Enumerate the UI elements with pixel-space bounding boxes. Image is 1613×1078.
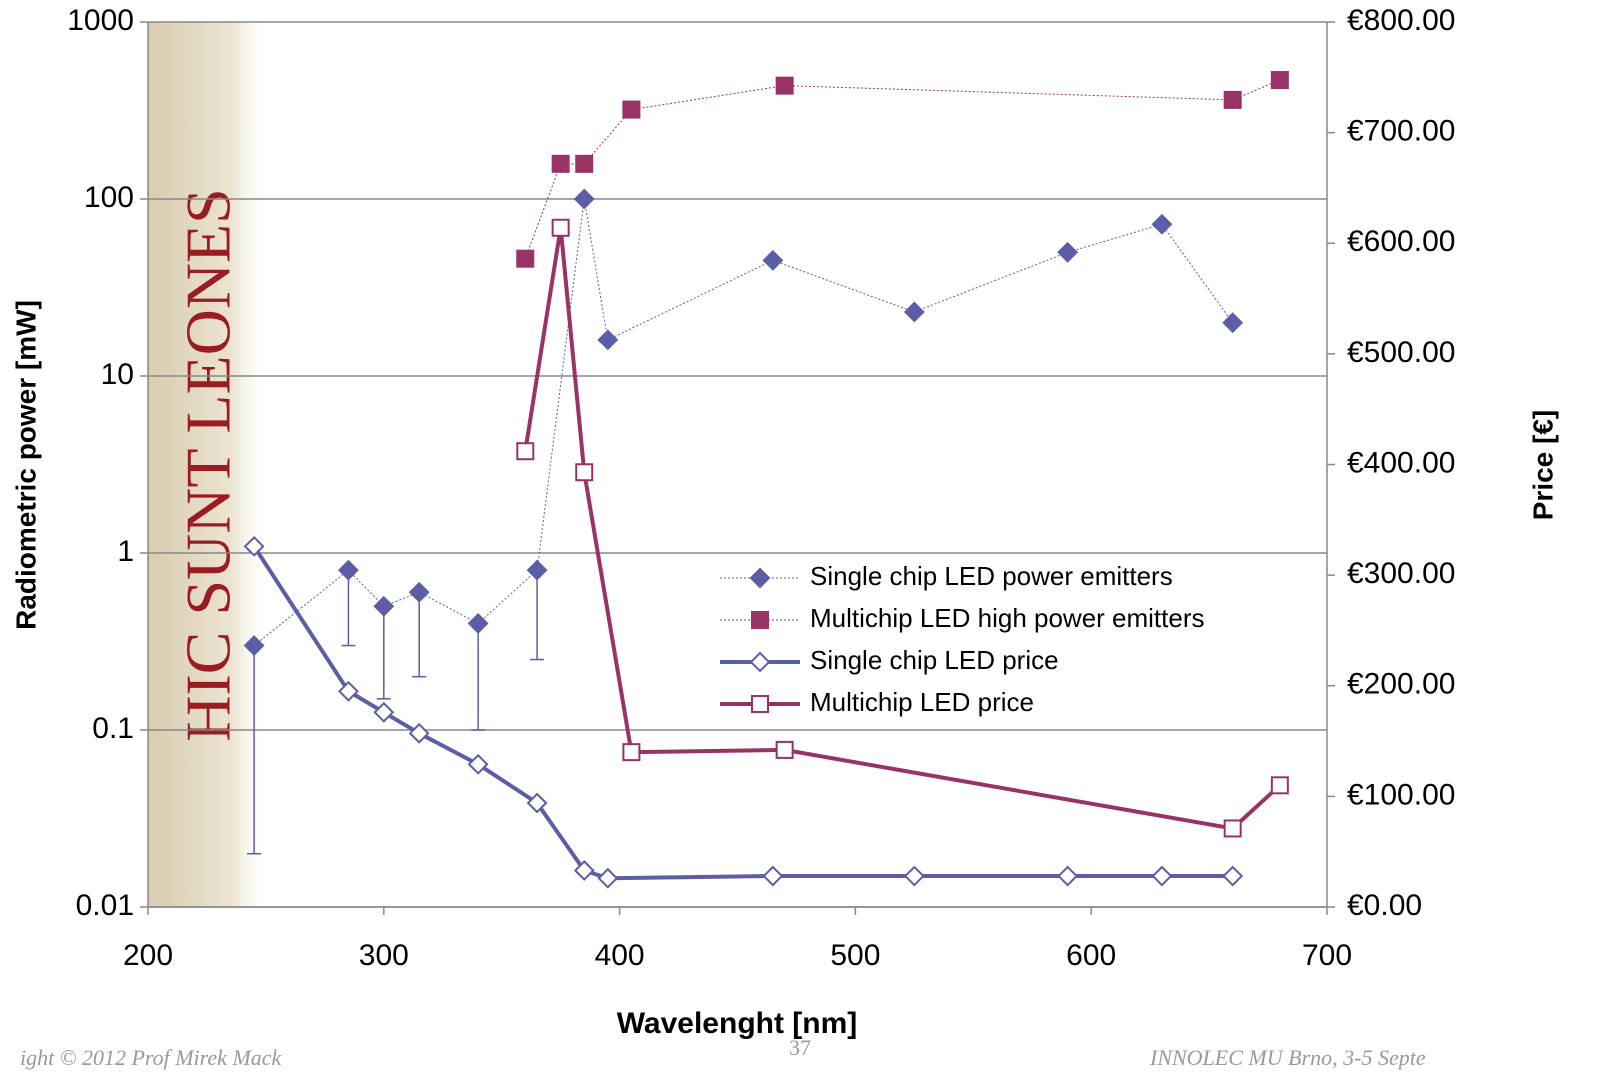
y2-tick-label: €400.00 xyxy=(1347,446,1455,479)
y-tick-label: 0.1 xyxy=(92,712,134,745)
data-point xyxy=(1225,92,1241,108)
footer-right: INNOLEC MU Brno, 3-5 Septe xyxy=(1149,1045,1426,1070)
data-point xyxy=(575,190,593,208)
data-point xyxy=(599,869,617,887)
data-point xyxy=(528,561,546,579)
data-point xyxy=(553,156,569,172)
legend-marker xyxy=(751,569,769,587)
y-tick-label: 1000 xyxy=(67,4,134,37)
y-tick-label: 100 xyxy=(84,181,134,214)
y2-tick-label: €200.00 xyxy=(1347,668,1455,701)
y2-tick-label: €600.00 xyxy=(1347,225,1455,258)
y-tick-label: 0.01 xyxy=(76,889,134,922)
x-tick-label: 300 xyxy=(359,939,409,972)
y2-tick-label: €800.00 xyxy=(1347,4,1455,37)
y2-axis-label: Price [€] xyxy=(1527,410,1558,521)
data-point xyxy=(1224,314,1242,332)
data-point xyxy=(764,867,782,885)
data-point xyxy=(905,867,923,885)
data-point xyxy=(517,251,533,267)
data-point xyxy=(553,220,569,236)
y2-tick-label: €500.00 xyxy=(1347,336,1455,369)
data-point xyxy=(777,742,793,758)
series-line xyxy=(254,546,1233,878)
y2-tick-label: €0.00 xyxy=(1347,889,1422,922)
data-point xyxy=(410,583,428,601)
data-point xyxy=(1225,820,1241,836)
y-axis-label: Radiometric power [mW] xyxy=(10,300,41,630)
series-line xyxy=(525,228,1280,829)
y2-tick-label: €100.00 xyxy=(1347,778,1455,811)
data-point xyxy=(375,703,393,721)
data-point xyxy=(623,744,639,760)
data-point xyxy=(375,597,393,615)
data-point xyxy=(410,724,428,742)
x-tick-label: 500 xyxy=(830,939,880,972)
footer-left: ight © 2012 Prof Mirek Mack xyxy=(20,1045,283,1070)
legend-marker xyxy=(752,696,768,712)
data-point xyxy=(576,156,592,172)
x-tick-label: 700 xyxy=(1302,939,1352,972)
legend-marker xyxy=(751,653,769,671)
y2-tick-label: €700.00 xyxy=(1347,115,1455,148)
data-point xyxy=(777,78,793,94)
legend-label: Multichip LED price xyxy=(810,687,1034,717)
annotation: HIC SUNT LEONES xyxy=(173,188,244,742)
legend-label: Single chip LED price xyxy=(810,645,1059,675)
data-point xyxy=(1272,72,1288,88)
data-point xyxy=(1153,215,1171,233)
x-tick-label: 400 xyxy=(595,939,645,972)
data-point xyxy=(1059,243,1077,261)
data-point xyxy=(576,464,592,480)
y2-tick-label: €300.00 xyxy=(1347,557,1455,590)
data-point xyxy=(517,443,533,459)
y-tick-label: 10 xyxy=(101,358,134,391)
x-tick-label: 600 xyxy=(1066,939,1116,972)
y-tick-label: 1 xyxy=(117,535,134,568)
data-point xyxy=(1059,867,1077,885)
data-point xyxy=(1272,777,1288,793)
chart: ight © 2012 Prof Mirek Mack 37 INNOLEC M… xyxy=(0,0,1613,1073)
x-tick-label: 200 xyxy=(123,939,173,972)
legend-label: Single chip LED power emitters xyxy=(810,561,1173,591)
x-axis-label: Wavelenght [nm] xyxy=(617,1007,858,1040)
data-point xyxy=(1153,867,1171,885)
data-point xyxy=(623,102,639,118)
data-point xyxy=(599,331,617,349)
legend-label: Multichip LED high power emitters xyxy=(810,603,1205,633)
data-point xyxy=(1224,867,1242,885)
legend-marker xyxy=(752,612,768,628)
data-point xyxy=(905,303,923,321)
data-point xyxy=(764,251,782,269)
